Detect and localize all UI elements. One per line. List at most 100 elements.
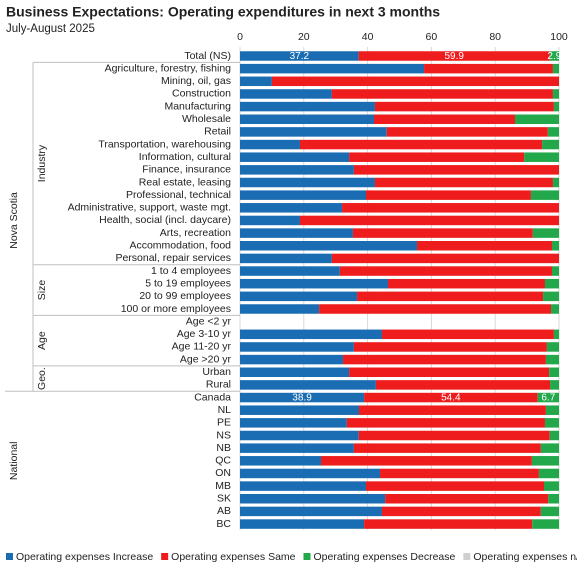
legend-label: Operating expenses Decrease	[314, 551, 456, 563]
bar-segment	[549, 51, 559, 61]
bar-segment	[240, 51, 359, 61]
bar-segment	[353, 443, 541, 453]
legend-swatch	[303, 553, 311, 560]
data-label: 6.7	[541, 393, 555, 404]
bar-segment	[240, 63, 425, 74]
bar-segment	[240, 380, 376, 390]
bar-segment	[544, 418, 559, 428]
data-label: 38.9	[292, 393, 312, 404]
bar-segment	[349, 367, 550, 377]
y-tick-label: 100 or more employees	[121, 303, 231, 315]
y-tick-label: Age <2 yr	[186, 315, 232, 327]
bar-segment	[271, 76, 559, 87]
y-tick-label: Personal, repair services	[115, 252, 231, 264]
group-label: Nova Scotia	[8, 192, 20, 249]
bar-segment	[388, 278, 545, 289]
subgroup-label: Industry	[36, 144, 48, 182]
bar-segment	[549, 430, 559, 441]
bar-segment	[240, 392, 365, 403]
bar-segment	[553, 329, 559, 340]
bar-segment	[424, 63, 553, 74]
x-tick-label: 40	[362, 31, 374, 43]
bar-segment	[240, 139, 300, 150]
y-tick-label: Information, cultural	[139, 151, 231, 163]
bar-segment	[240, 430, 359, 441]
y-tick-label: QC	[215, 455, 231, 467]
bar-segment	[380, 468, 539, 479]
bar-segment	[543, 291, 559, 302]
bar-segment	[240, 481, 367, 491]
bar-segment	[240, 266, 340, 276]
y-tick-label: Construction	[172, 88, 231, 100]
bar-segment	[417, 241, 552, 251]
bar-segment	[240, 114, 374, 124]
bar-segment	[366, 190, 531, 200]
y-tick-label: NS	[216, 429, 231, 441]
y-tick-label: Transportation, warehousing	[98, 138, 231, 150]
bar-segment	[342, 203, 559, 213]
bar-segment	[358, 405, 546, 415]
y-tick-label: AB	[217, 505, 231, 517]
bar-segment	[374, 177, 553, 188]
y-tick-label: Health, social (incl. daycare)	[99, 214, 231, 226]
bar-segment	[352, 228, 533, 238]
bar-segment	[544, 481, 559, 491]
bar-segment	[240, 456, 322, 466]
bar-segment	[240, 494, 386, 504]
bar-segment	[240, 278, 389, 289]
data-label: 59.9	[444, 51, 464, 62]
bar-segment	[240, 89, 332, 99]
bar-segment	[524, 152, 559, 162]
bar-segment	[540, 443, 559, 453]
bar-segment	[531, 456, 559, 466]
bar-segment	[240, 177, 375, 188]
bar-segment	[240, 418, 347, 428]
bar-segment	[381, 329, 554, 340]
bar-segment	[353, 165, 559, 175]
bar-segment	[552, 177, 559, 188]
bar-segment	[240, 519, 365, 529]
bar-segment	[240, 291, 358, 302]
bar-segment	[375, 380, 551, 390]
bar-segment	[240, 76, 272, 87]
legend-label: Operating expenses Same	[171, 551, 295, 563]
bar-segment	[357, 291, 544, 302]
bar-segment	[551, 304, 559, 314]
data-label: 37.2	[290, 51, 310, 62]
bar-segment	[551, 241, 559, 251]
bar-segment	[353, 342, 547, 352]
bar-segment	[547, 127, 559, 137]
legend-swatch	[463, 553, 471, 560]
bar-segment	[240, 152, 350, 162]
bar-segment	[240, 241, 418, 251]
x-tick-label: 100	[550, 31, 568, 43]
y-tick-label: NB	[216, 442, 231, 454]
y-tick-label: Age 11-20 yr	[172, 341, 232, 353]
bar-segment	[381, 506, 541, 517]
bar-segment	[373, 114, 515, 124]
bar-segment	[240, 101, 375, 112]
y-tick-label: BC	[216, 518, 231, 530]
legend-label: Operating expenses Increase	[16, 551, 153, 563]
bar-segment	[542, 139, 559, 150]
bar-segment	[240, 253, 332, 264]
bar-segment	[240, 190, 367, 200]
bar-segment	[544, 278, 559, 289]
bar-segment	[532, 519, 559, 529]
y-tick-label: Finance, insurance	[142, 164, 231, 176]
y-tick-label: Age >20 yr	[180, 353, 232, 365]
x-tick-label: 80	[489, 31, 501, 43]
y-tick-label: Arts, recreation	[160, 227, 231, 239]
y-tick-label: PE	[217, 417, 231, 429]
y-tick-label: Rural	[206, 379, 231, 391]
bar-segment	[240, 203, 343, 213]
bar-segment	[550, 380, 559, 390]
bar-segment	[299, 139, 543, 150]
bar-segment	[530, 190, 559, 200]
bar-segment	[366, 481, 545, 491]
y-tick-label: Retail	[204, 126, 231, 138]
y-tick-label: 20 to 99 employees	[139, 290, 231, 302]
bar-segment	[240, 127, 387, 137]
bar-segment	[343, 354, 546, 365]
bar-segment	[240, 367, 350, 377]
